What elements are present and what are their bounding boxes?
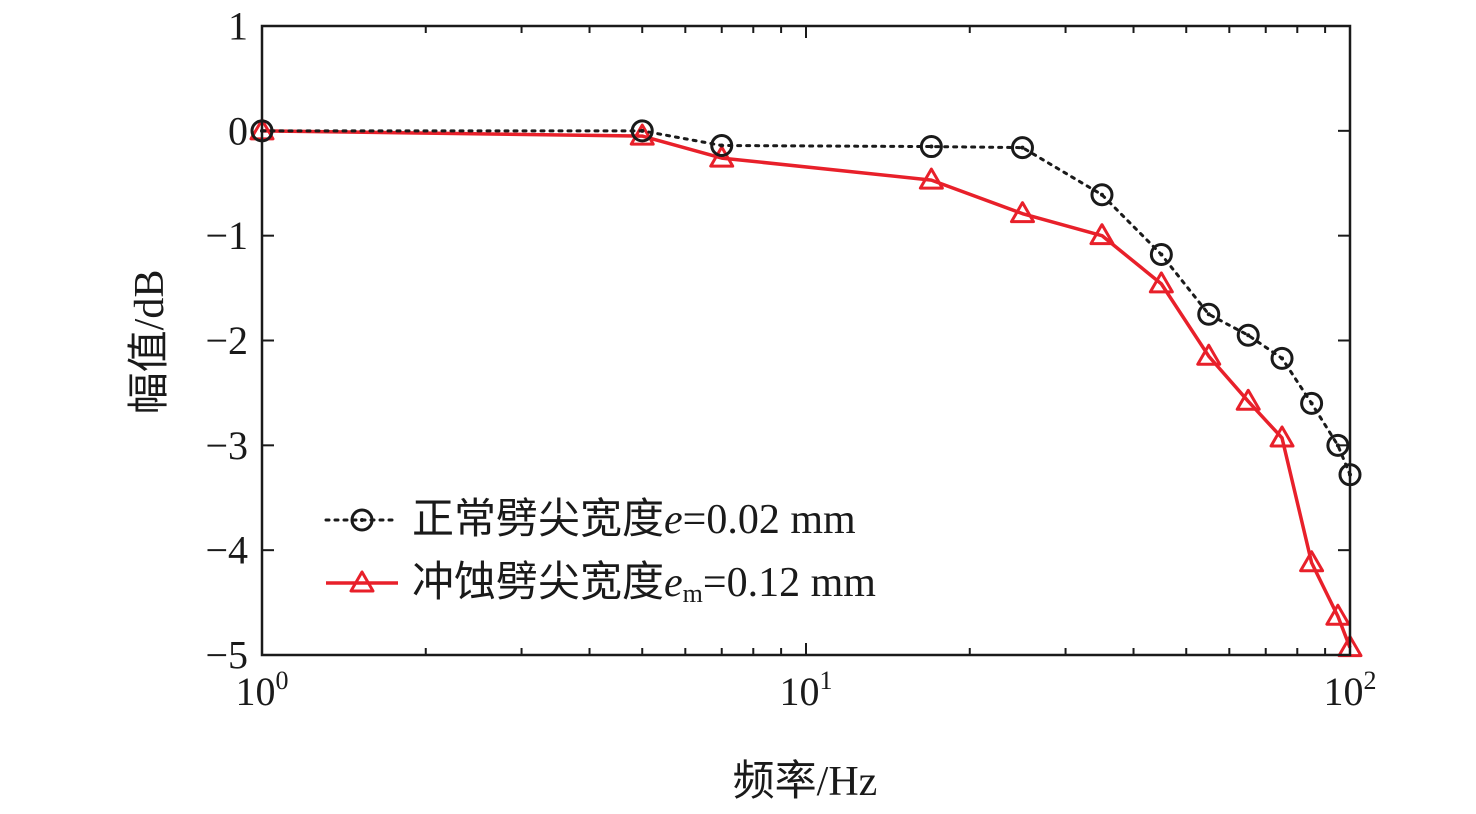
series-1-point xyxy=(1270,346,1294,370)
series-1-point xyxy=(630,119,654,143)
x-tick-label: 102 xyxy=(1324,666,1377,714)
legend-marker xyxy=(349,570,375,593)
y-tick-label: 1 xyxy=(228,4,248,49)
marker-ring xyxy=(1090,183,1114,207)
marker-dot xyxy=(929,144,934,149)
marker-dot xyxy=(719,143,724,148)
y-tick-label: −2 xyxy=(205,318,248,363)
legend-marker xyxy=(350,508,374,532)
marker-ring xyxy=(630,119,654,143)
marker-dot xyxy=(1309,401,1314,406)
y-tick-label: −4 xyxy=(205,528,248,573)
series-2-point xyxy=(1148,271,1174,294)
series-1-point xyxy=(1149,243,1173,267)
marker-ring xyxy=(1010,136,1034,160)
series-2-line xyxy=(261,129,1352,649)
legend: 正常劈尖宽度e=0.02 mm 冲蚀劈尖宽度em=0.12 mm xyxy=(324,496,876,608)
marker-ring xyxy=(1270,346,1294,370)
marker-dot xyxy=(1206,312,1211,317)
series-1-point xyxy=(1090,183,1114,207)
plot-frame xyxy=(260,24,1352,657)
marker-ring xyxy=(1326,433,1350,457)
y-tick-label: −5 xyxy=(205,633,248,678)
series-2-point xyxy=(1009,201,1035,224)
x-tick-label: 100 xyxy=(236,666,289,714)
marker-dot xyxy=(640,128,645,133)
marker-ring xyxy=(1197,302,1221,326)
series-2-point xyxy=(918,167,944,190)
legend-item-1: 正常劈尖宽度e=0.02 mm xyxy=(324,496,856,543)
y-tick-label: 0 xyxy=(228,108,248,153)
y-tick-label: −1 xyxy=(205,213,248,258)
marker-dot xyxy=(1020,145,1025,150)
x-tick-label: 101 xyxy=(780,666,833,714)
series-1-point xyxy=(1010,136,1034,160)
series-2-point xyxy=(629,123,655,146)
series-1-point xyxy=(1326,433,1350,457)
legend-item-2: 冲蚀劈尖宽度em=0.12 mm xyxy=(326,559,876,608)
series-2-point xyxy=(709,145,735,168)
marker-dot xyxy=(1335,443,1340,448)
series-1-point xyxy=(710,134,734,158)
marker-dot xyxy=(1246,333,1251,338)
y-axis-label: 幅值/dB xyxy=(127,270,173,415)
legend-label: 正常劈尖宽度e=0.02 mm xyxy=(412,496,856,543)
marker-ring xyxy=(350,508,374,532)
series-1 xyxy=(250,119,1362,487)
marker-dot xyxy=(1099,192,1104,197)
series-2 xyxy=(249,118,1363,658)
series-2-point xyxy=(1196,343,1222,366)
marker-dot xyxy=(360,518,364,522)
series-1-point xyxy=(919,135,943,159)
series-2-point xyxy=(1269,425,1295,448)
marker-ring xyxy=(1300,391,1324,415)
series-1-point xyxy=(1300,391,1324,415)
series-2-point xyxy=(1299,550,1325,573)
marker-ring xyxy=(1149,243,1173,267)
marker-ring xyxy=(710,134,734,158)
x-axis-label: 频率/Hz xyxy=(733,758,878,805)
y-tick-label: −3 xyxy=(205,423,248,468)
series-2-point xyxy=(1089,223,1115,246)
y-axis-label-text: 幅值/dB xyxy=(127,270,173,415)
marker-dot xyxy=(1280,356,1285,361)
marker-dot xyxy=(1159,252,1164,257)
marker-ring xyxy=(919,135,943,159)
legend-label: 冲蚀劈尖宽度em=0.12 mm xyxy=(412,559,876,608)
series-2-point xyxy=(1325,603,1351,626)
series-2-point xyxy=(1235,388,1261,411)
marker-ring xyxy=(1236,323,1260,347)
series-1-point xyxy=(1197,302,1221,326)
series-1-point xyxy=(1236,323,1260,347)
series-1-line xyxy=(260,129,1352,477)
